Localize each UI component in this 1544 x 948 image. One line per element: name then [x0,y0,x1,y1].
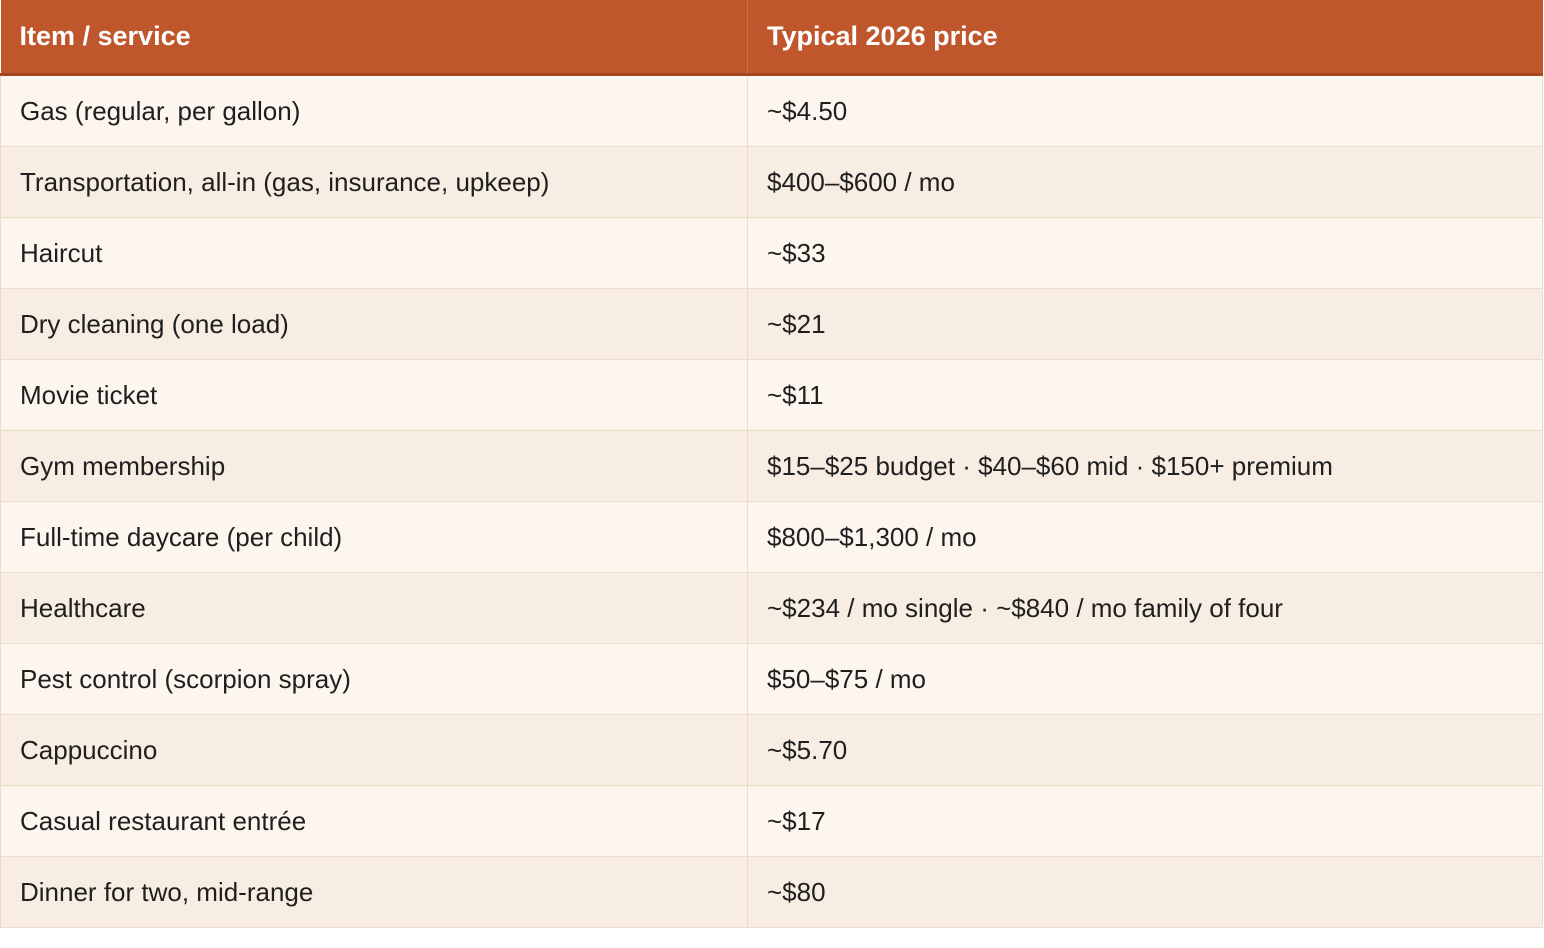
table-row: Full-time daycare (per child) $800–$1,30… [0,501,1543,573]
table-row: Dinner for two, mid-range ~$80 [0,856,1543,928]
price-table: Item / service Typical 2026 price Gas (r… [0,0,1543,928]
table-row: Cappuccino ~$5.70 [0,714,1543,786]
header-row: Item / service Typical 2026 price [0,0,1543,76]
item-cell: Movie ticket [0,359,748,431]
price-cell: $15–$25 budget · $40–$60 mid · $150+ pre… [747,430,1543,502]
price-table-container: Item / service Typical 2026 price Gas (r… [0,0,1543,928]
table-row: Gas (regular, per gallon) ~$4.50 [0,74,1543,147]
column-header-item: Item / service [0,0,748,76]
table-row: Transportation, all-in (gas, insurance, … [0,146,1543,218]
price-cell: $50–$75 / mo [747,643,1543,715]
price-cell: $400–$600 / mo [747,146,1543,218]
table-row: Movie ticket ~$11 [0,359,1543,431]
item-cell: Transportation, all-in (gas, insurance, … [0,146,748,218]
table-row: Dry cleaning (one load) ~$21 [0,288,1543,360]
item-cell: Gym membership [0,430,748,502]
item-cell: Cappuccino [0,714,748,786]
table-row: Healthcare ~$234 / mo single · ~$840 / m… [0,572,1543,644]
item-cell: Casual restaurant entrée [0,785,748,857]
table-body: Gas (regular, per gallon) ~$4.50 Transpo… [0,74,1543,928]
price-cell: ~$234 / mo single · ~$840 / mo family of… [747,572,1543,644]
price-cell: ~$33 [747,217,1543,289]
item-cell: Full-time daycare (per child) [0,501,748,573]
price-cell: ~$5.70 [747,714,1543,786]
item-cell: Pest control (scorpion spray) [0,643,748,715]
table-header: Item / service Typical 2026 price [0,0,1543,76]
price-cell: ~$21 [747,288,1543,360]
item-cell: Haircut [0,217,748,289]
table-row: Gym membership $15–$25 budget · $40–$60 … [0,430,1543,502]
item-cell: Dinner for two, mid-range [0,856,748,928]
price-cell: ~$4.50 [747,74,1543,147]
price-cell: ~$11 [747,359,1543,431]
item-cell: Dry cleaning (one load) [0,288,748,360]
column-header-price: Typical 2026 price [747,0,1543,76]
price-cell: ~$17 [747,785,1543,857]
price-cell: $800–$1,300 / mo [747,501,1543,573]
item-cell: Gas (regular, per gallon) [0,74,748,147]
item-cell: Healthcare [0,572,748,644]
price-cell: ~$80 [747,856,1543,928]
table-row: Haircut ~$33 [0,217,1543,289]
table-row: Pest control (scorpion spray) $50–$75 / … [0,643,1543,715]
table-row: Casual restaurant entrée ~$17 [0,785,1543,857]
